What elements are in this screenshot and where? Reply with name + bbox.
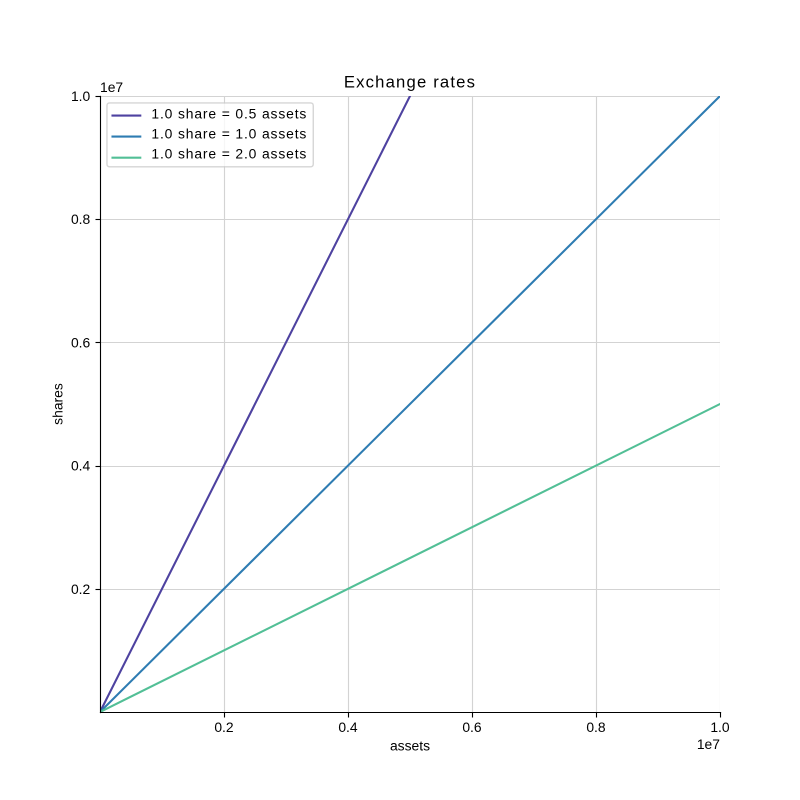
svg-text:Exchange rates: Exchange rates xyxy=(344,73,476,92)
svg-text:1.0: 1.0 xyxy=(710,719,730,735)
svg-text:1.0: 1.0 xyxy=(71,88,91,104)
svg-text:0.8: 0.8 xyxy=(586,719,606,735)
svg-text:1.0 share = 1.0 assets: 1.0 share = 1.0 assets xyxy=(151,125,307,141)
svg-text:1.0 share = 2.0 assets: 1.0 share = 2.0 assets xyxy=(151,145,307,161)
svg-text:0.2: 0.2 xyxy=(214,719,234,735)
svg-text:0.4: 0.4 xyxy=(338,719,358,735)
svg-text:1e7: 1e7 xyxy=(100,79,123,95)
svg-text:0.6: 0.6 xyxy=(462,719,482,735)
svg-text:1.0 share = 0.5 assets: 1.0 share = 0.5 assets xyxy=(151,106,307,122)
svg-text:0.6: 0.6 xyxy=(71,334,91,350)
svg-text:0.8: 0.8 xyxy=(71,211,91,227)
svg-text:0.2: 0.2 xyxy=(71,581,91,597)
svg-text:shares: shares xyxy=(50,383,66,425)
svg-text:0.4: 0.4 xyxy=(71,458,91,474)
svg-text:1e7: 1e7 xyxy=(697,736,720,752)
svg-text:assets: assets xyxy=(390,737,430,753)
